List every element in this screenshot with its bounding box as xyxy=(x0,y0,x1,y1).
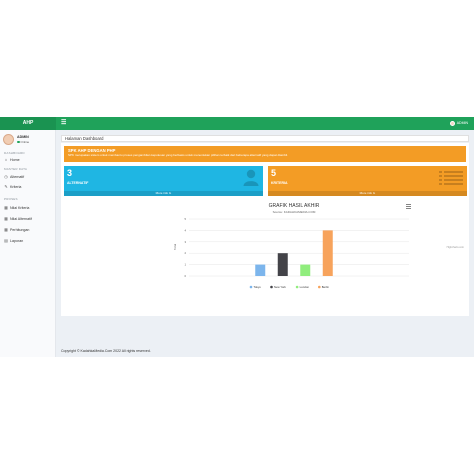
brand-logo[interactable]: AHP xyxy=(0,117,56,130)
chart-menu-icon[interactable] xyxy=(406,204,411,209)
legend-item[interactable]: London xyxy=(300,285,310,289)
callout-body: SPK merupakan sistem untuk membantu pros… xyxy=(68,153,288,157)
list-icon xyxy=(439,171,463,185)
sidebar-item-nilai-kriteria[interactable]: ▦ Nilai Kriteria xyxy=(4,205,30,210)
legend-item[interactable]: New York xyxy=(274,285,286,289)
stat-label: ALTERNATIF xyxy=(67,181,89,185)
chart-subtitle: Source: KADAHKAMEDIA.COM xyxy=(273,210,316,214)
section-label-proses: PROSES xyxy=(4,197,18,201)
y-tick-label: 2 xyxy=(184,251,186,255)
bar-london[interactable] xyxy=(300,264,311,276)
arrow-circle-right-icon: ➤ xyxy=(372,191,376,195)
sidebar-item-home[interactable]: ⌂ Home xyxy=(4,157,20,162)
calculator-icon: ▦ xyxy=(4,227,8,232)
chart-svg: GRAFIK HASIL AKHIR Source: KADAHKAMEDIA.… xyxy=(173,203,411,289)
app-window: AHP ☰ ADMIN ADMIN Online DASHBOARD ⌂ Home… xyxy=(0,117,474,357)
edit-icon: ✎ xyxy=(4,184,8,189)
clock-icon: ◷ xyxy=(4,174,8,179)
chart-title: GRAFIK HASIL AKHIR xyxy=(269,203,320,209)
sidebar-item-kriteria[interactable]: ✎ Kriteria xyxy=(4,184,22,189)
sidebar: ADMIN Online DASHBOARD ⌂ Home MASTER DATA… xyxy=(0,130,56,357)
y-tick-label: 0 xyxy=(184,274,186,278)
chart-credit[interactable]: Highcharts.com xyxy=(446,246,464,249)
home-icon: ⌂ xyxy=(4,157,8,162)
avatar xyxy=(449,121,455,126)
profile-name: ADMIN xyxy=(17,135,29,139)
page-title: Halaman Dashboard xyxy=(61,135,469,142)
section-label-dashboard: DASHBOARD xyxy=(4,151,25,155)
top-navbar: AHP ☰ ADMIN xyxy=(0,117,474,130)
y-axis-label: Total xyxy=(173,244,177,251)
main-content: Halaman Dashboard SPK AHP DENGAN PHP SPK… xyxy=(61,135,469,316)
arrow-circle-right-icon: ➤ xyxy=(168,191,172,195)
table-icon: ▦ xyxy=(4,216,8,221)
bar-chart: GRAFIK HASIL AKHIR Source: KADAHKAMEDIA.… xyxy=(169,199,419,303)
user-menu[interactable]: ADMIN xyxy=(449,120,468,127)
legend-marker xyxy=(295,285,299,289)
stat-number: 3 xyxy=(67,168,73,178)
sidebar-item-nilai-alternatif[interactable]: ▦ Nilai Alternatif xyxy=(4,216,32,221)
section-label-master-data: MASTER DATA xyxy=(4,167,28,171)
legend-item[interactable]: Berlin xyxy=(322,285,330,289)
sidebar-item-laporan[interactable]: ▤ Laporan xyxy=(4,238,24,243)
legend-item[interactable]: Tokyo xyxy=(254,285,262,289)
y-tick-label: 4 xyxy=(184,228,186,232)
online-status: Online xyxy=(17,140,29,144)
y-tick-label: 5 xyxy=(184,217,186,221)
info-callout: SPK AHP DENGAN PHP SPK merupakan sistem … xyxy=(64,146,466,162)
legend-marker xyxy=(318,285,321,289)
legend-marker xyxy=(249,285,253,289)
sidebar-item-alternatif[interactable]: ◷ Alternatif xyxy=(4,174,25,179)
bar-tokyo[interactable] xyxy=(255,264,266,276)
y-tick-label: 1 xyxy=(184,263,186,267)
alternatif-stat-box: 3 ALTERNATIF More info ➤ xyxy=(64,166,263,196)
footer-copyright: Copyright © KadahkaMedia.Com 2022 All ri… xyxy=(61,349,151,353)
dashboard-panel: SPK AHP DENGAN PHP SPK merupakan sistem … xyxy=(61,143,469,316)
stat-number: 5 xyxy=(271,168,277,178)
hamburger-icon[interactable]: ☰ xyxy=(61,120,67,126)
stat-label: KRITERIA xyxy=(271,181,288,185)
user-name: ADMIN xyxy=(456,121,468,125)
sidebar-item-perhitungan[interactable]: ▦ Perhitungan xyxy=(4,227,30,232)
status-dot-icon xyxy=(17,140,20,144)
more-info-link[interactable]: More info ➤ xyxy=(268,191,467,196)
table-icon: ▦ xyxy=(4,205,8,210)
y-tick-label: 3 xyxy=(184,240,186,244)
callout-title: SPK AHP DENGAN PHP xyxy=(68,148,116,153)
legend-marker xyxy=(270,285,273,289)
bar-berlin[interactable] xyxy=(322,230,333,276)
kriteria-stat-box: 5 KRITERIA More info ➤ xyxy=(268,166,467,196)
chart-icon: ▤ xyxy=(4,238,8,243)
user-icon xyxy=(243,169,259,186)
more-info-link[interactable]: More info ➤ xyxy=(64,191,263,196)
bar-new-york[interactable] xyxy=(277,253,288,276)
avatar xyxy=(3,134,14,145)
user-panel: ADMIN Online xyxy=(3,134,29,145)
